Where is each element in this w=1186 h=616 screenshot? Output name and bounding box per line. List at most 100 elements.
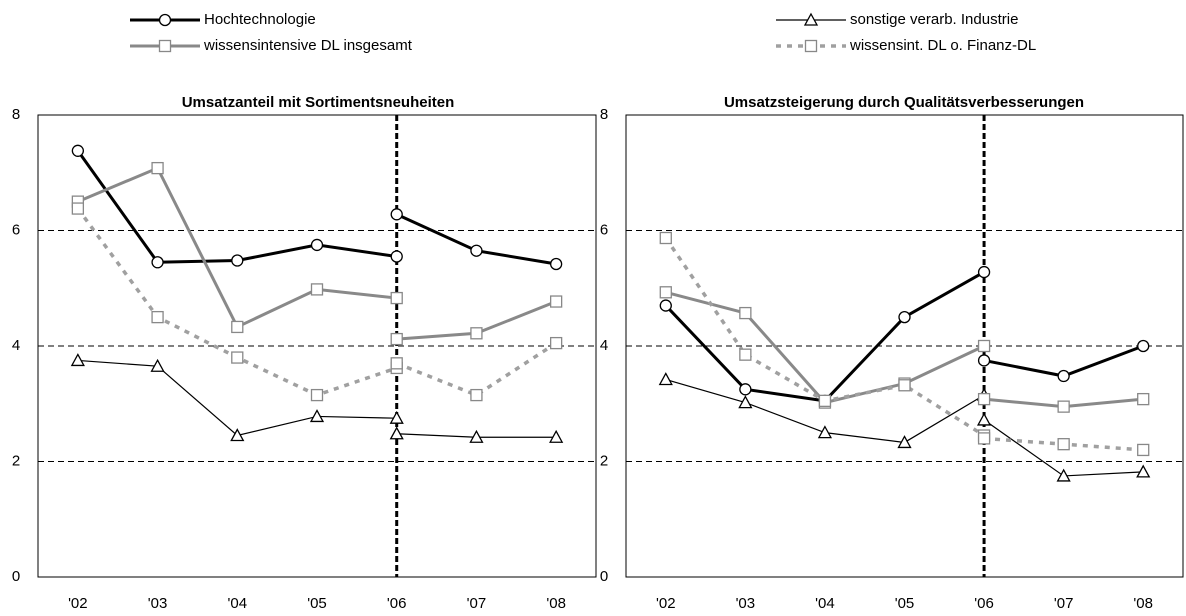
marker (390, 332, 403, 346)
y-tick-label: 8 (600, 106, 608, 123)
marker (389, 410, 404, 424)
x-tick-label: '04 (815, 595, 835, 612)
x-tick-label: '06 (974, 595, 994, 612)
marker (817, 425, 833, 439)
marker (70, 353, 85, 367)
marker (470, 388, 483, 402)
marker (549, 429, 564, 443)
marker (1057, 369, 1070, 383)
marker (976, 412, 992, 426)
x-tick-label: '07 (1054, 595, 1074, 612)
marker (659, 299, 672, 312)
series-line (77, 359, 397, 437)
marker (1137, 443, 1150, 457)
chart-title: Umsatzsteigerung durch Qualitätsverbesse… (724, 94, 1084, 111)
marker (469, 429, 484, 443)
marker (470, 327, 483, 340)
x-tick-label: '02 (68, 595, 88, 612)
marker (549, 257, 563, 271)
marker (390, 208, 403, 221)
y-tick-label: 4 (600, 337, 608, 354)
plot-frame (37, 114, 597, 578)
marker (739, 348, 752, 361)
x-tick-label: '05 (307, 595, 327, 612)
marker (977, 265, 991, 279)
marker (389, 426, 404, 440)
y-tick-label: 0 (600, 568, 608, 585)
legend-marker (158, 13, 172, 27)
legend-label: sonstige verarb. Industrie (850, 11, 1018, 28)
x-tick-label: '08 (546, 595, 566, 612)
y-tick-label: 2 (12, 452, 20, 469)
legend-marker (803, 12, 819, 26)
marker (71, 202, 85, 215)
series-line (77, 166, 397, 329)
marker (1057, 400, 1070, 413)
marker (151, 310, 164, 324)
x-tick-label: '05 (895, 595, 915, 612)
marker (739, 306, 752, 320)
y-tick-label: 6 (12, 221, 20, 238)
marker (390, 357, 403, 370)
marker (231, 320, 244, 334)
series-line (665, 290, 985, 405)
series-line (76, 207, 398, 397)
y-tick-label: 6 (600, 221, 608, 238)
marker (231, 254, 244, 267)
marker (71, 144, 85, 157)
marker (977, 354, 991, 367)
marker (1136, 464, 1151, 478)
marker (739, 383, 752, 396)
marker (977, 392, 991, 406)
legend-label: wissensintensive DL insgesamt (203, 37, 413, 54)
y-tick-label: 8 (12, 106, 20, 123)
y-tick-label: 2 (600, 452, 608, 469)
marker (310, 388, 324, 402)
x-tick-label: '06 (387, 595, 407, 612)
marker (1057, 438, 1070, 451)
marker (151, 161, 164, 175)
series-line (664, 270, 985, 403)
marker (390, 291, 403, 305)
x-tick-label: '04 (228, 595, 248, 612)
marker (309, 409, 325, 423)
marker (897, 435, 912, 449)
marker (977, 339, 991, 353)
marker (151, 256, 164, 269)
marker (898, 310, 911, 324)
x-tick-label: '08 (1133, 595, 1153, 612)
y-tick-label: 0 (12, 568, 20, 585)
series-line (396, 341, 558, 398)
legend-marker (158, 39, 172, 53)
marker (1056, 468, 1071, 482)
marker (898, 379, 911, 392)
marker (659, 286, 672, 299)
marker (658, 372, 673, 386)
marker (150, 358, 165, 372)
marker (310, 283, 324, 296)
marker (738, 395, 753, 409)
marker (310, 238, 324, 252)
marker (659, 231, 672, 245)
legend-marker (804, 39, 818, 53)
x-tick-label: '02 (656, 595, 676, 612)
series-line (76, 149, 397, 264)
x-tick-label: '03 (148, 595, 168, 612)
marker (230, 428, 245, 442)
marker (231, 351, 244, 364)
marker (470, 244, 483, 257)
marker (549, 336, 563, 350)
marker (818, 394, 832, 408)
marker (549, 295, 563, 308)
plot-frame (625, 114, 1184, 578)
chart-title: Umsatzanteil mit Sortimentsneuheiten (182, 94, 455, 111)
x-tick-label: '07 (467, 595, 487, 612)
marker (1137, 339, 1150, 353)
marker (1137, 392, 1150, 406)
x-tick-label: '03 (736, 595, 756, 612)
marker (390, 250, 403, 263)
legend-label: Hochtechnologie (204, 11, 316, 28)
marker (977, 432, 991, 445)
